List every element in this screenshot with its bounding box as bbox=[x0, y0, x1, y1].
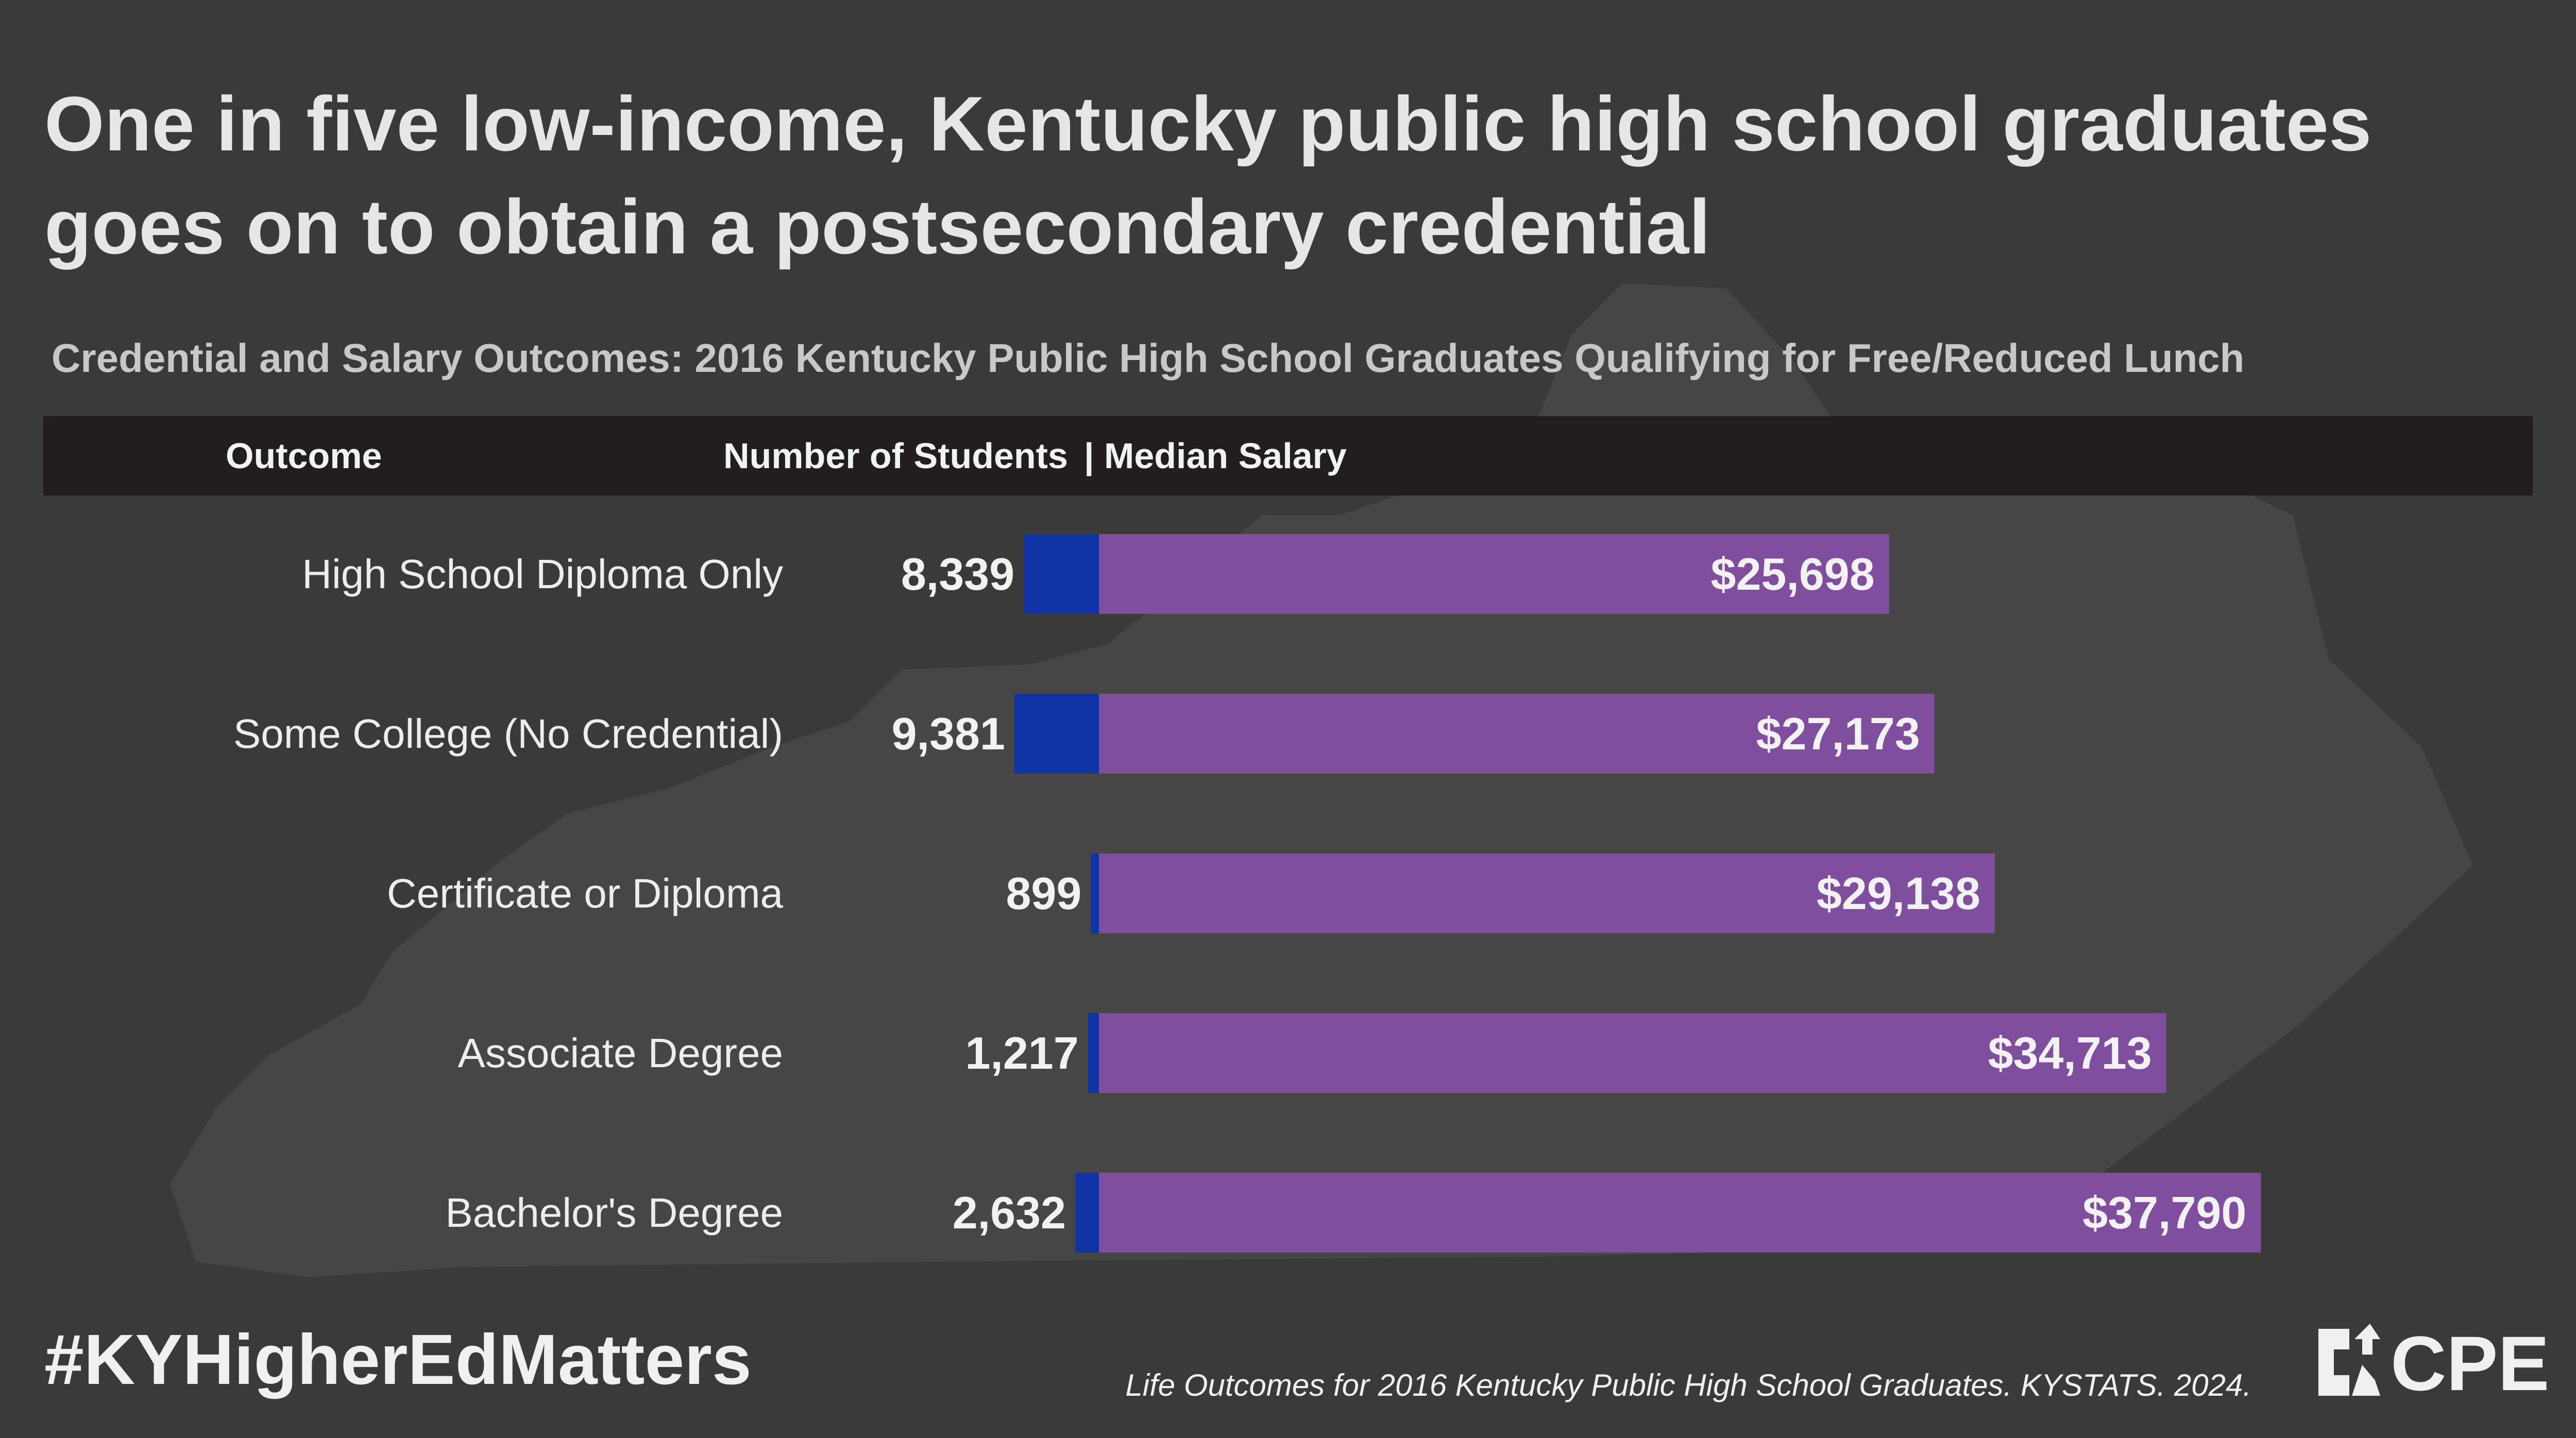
students-value-label: 899 bbox=[1006, 868, 1081, 919]
students-bar bbox=[1014, 694, 1099, 774]
hashtag: #KYHigherEdMatters bbox=[44, 1320, 752, 1399]
students-bar bbox=[1091, 853, 1099, 933]
students-value-label: 9,381 bbox=[892, 708, 1005, 759]
category-label: Bachelor's Degree bbox=[445, 1190, 783, 1236]
table-header-bar: Outcome Number of Students | Median Sala… bbox=[43, 416, 2533, 495]
category-label: Associate Degree bbox=[458, 1030, 783, 1076]
chart-title: One in five low-income, Kentucky public … bbox=[44, 72, 2517, 278]
cpe-logo-text: CPE bbox=[2391, 1320, 2550, 1407]
category-label: Certificate or Diploma bbox=[387, 870, 784, 916]
salary-bar bbox=[1099, 1013, 2166, 1093]
salary-value-label: $29,138 bbox=[1817, 868, 1980, 919]
source-citation: Life Outcomes for 2016 Kentucky Public H… bbox=[1125, 1368, 2251, 1402]
title-line-1: One in five low-income, Kentucky public … bbox=[44, 80, 2372, 167]
salary-bar bbox=[1099, 534, 1889, 614]
salary-value-label: $25,698 bbox=[1711, 549, 1875, 600]
salary-bar bbox=[1099, 694, 1935, 774]
students-bar bbox=[1075, 1173, 1099, 1253]
header-number-of-students: Number of Students bbox=[723, 436, 1068, 476]
students-value-label: 1,217 bbox=[965, 1028, 1078, 1078]
salary-value-label: $27,173 bbox=[1756, 708, 1920, 759]
salary-value-label: $34,713 bbox=[1988, 1028, 2152, 1078]
students-value-label: 8,339 bbox=[901, 549, 1014, 600]
students-bar bbox=[1088, 1013, 1099, 1093]
header-median-salary: | Median Salary bbox=[1084, 436, 1347, 476]
students-bar bbox=[1024, 534, 1099, 614]
title-line-2: goes on to obtain a postsecondary creden… bbox=[44, 183, 1710, 270]
cpe-logo-icon bbox=[2318, 1324, 2380, 1396]
salary-value-label: $37,790 bbox=[2082, 1187, 2246, 1238]
salary-bar bbox=[1099, 1173, 2261, 1253]
category-label: High School Diploma Only bbox=[302, 551, 783, 597]
category-label: Some College (No Credential) bbox=[233, 711, 783, 757]
chart-subtitle: Credential and Salary Outcomes: 2016 Ken… bbox=[52, 335, 2245, 381]
header-outcome: Outcome bbox=[226, 436, 382, 476]
salary-bar bbox=[1099, 853, 1995, 933]
students-value-label: 2,632 bbox=[953, 1187, 1066, 1238]
